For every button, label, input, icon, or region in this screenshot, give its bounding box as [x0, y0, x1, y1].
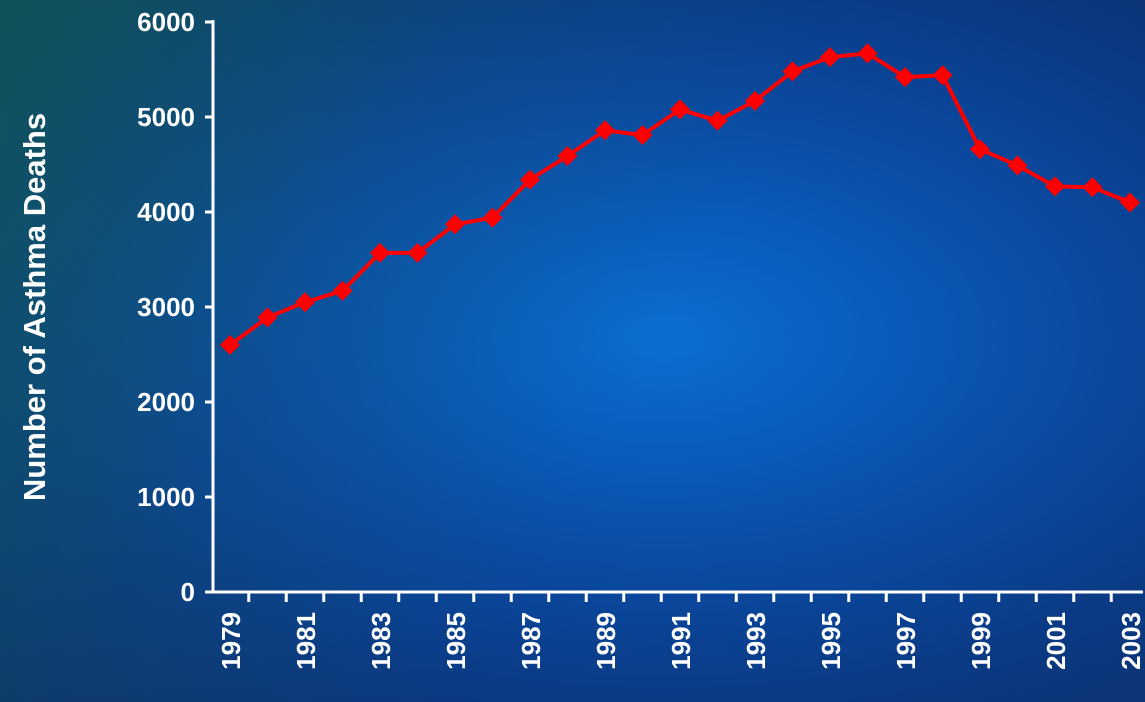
data-point-marker: [632, 125, 653, 146]
data-point-marker: [1007, 155, 1028, 176]
y-tick-label: 0: [181, 577, 195, 607]
data-point-marker: [1045, 176, 1065, 197]
x-tick-label: 1985: [441, 612, 471, 670]
data-point-marker: [407, 242, 428, 263]
data-point-marker: [857, 43, 878, 64]
x-tick-label: 1993: [741, 612, 771, 670]
x-tick-label: 2001: [1041, 612, 1071, 670]
x-tick-label: 1995: [816, 612, 846, 670]
data-point-marker: [220, 335, 240, 355]
y-tick-label: 5000: [137, 102, 195, 132]
data-point-marker: [1120, 192, 1140, 213]
data-point-marker: [707, 110, 728, 131]
x-tick-label: 1979: [216, 612, 246, 670]
data-point-marker: [970, 139, 990, 160]
data-point-marker: [370, 242, 390, 263]
data-point-marker: [482, 207, 503, 228]
data-point-marker: [295, 292, 315, 313]
x-tick-label: 1987: [516, 612, 546, 670]
series-layer: [220, 43, 1140, 355]
y-tick-label: 4000: [137, 197, 195, 227]
y-axis: 0 1000 2000 3000 4000 5000 6000: [137, 7, 215, 607]
x-tick-label: 2003: [1116, 612, 1145, 670]
data-point-marker: [257, 307, 278, 328]
data-point-marker: [520, 169, 540, 190]
data-point-marker: [670, 99, 690, 120]
data-point-marker: [557, 145, 578, 166]
x-tick-label: 1999: [966, 612, 996, 670]
series-line: [228, 51, 1131, 347]
y-axis-label: Number of Asthma Deaths: [17, 113, 52, 501]
y-tick-label: 3000: [137, 292, 195, 322]
data-point-marker: [932, 65, 953, 86]
data-point-marker: [1082, 177, 1103, 198]
x-axis: 1979 1981 1983 1985 1987 1989 1991 1993 1995 1997…: [213, 590, 1145, 670]
data-point-marker: [745, 90, 765, 111]
x-tick-label: 1991: [666, 612, 696, 670]
x-tick-label: 1989: [591, 612, 621, 670]
data-point-marker: [595, 120, 615, 141]
data-point-marker: [445, 214, 465, 235]
x-tick-label: 1997: [891, 612, 921, 670]
x-tick-label: 1983: [366, 612, 396, 670]
y-tick-label: 1000: [137, 482, 195, 512]
x-tick-label: 1981: [291, 612, 321, 670]
data-point-marker: [895, 67, 915, 88]
data-point-marker: [820, 47, 840, 68]
data-point-marker: [782, 61, 803, 82]
data-point-marker: [332, 280, 353, 301]
y-tick-label: 2000: [137, 387, 195, 417]
y-tick-label: 6000: [137, 7, 195, 37]
